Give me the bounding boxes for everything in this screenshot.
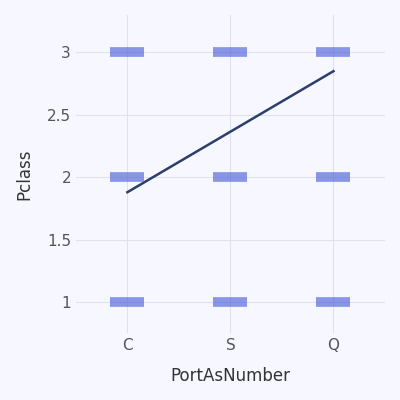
Y-axis label: Pclass: Pclass [15,148,33,200]
X-axis label: PortAsNumber: PortAsNumber [170,367,290,385]
